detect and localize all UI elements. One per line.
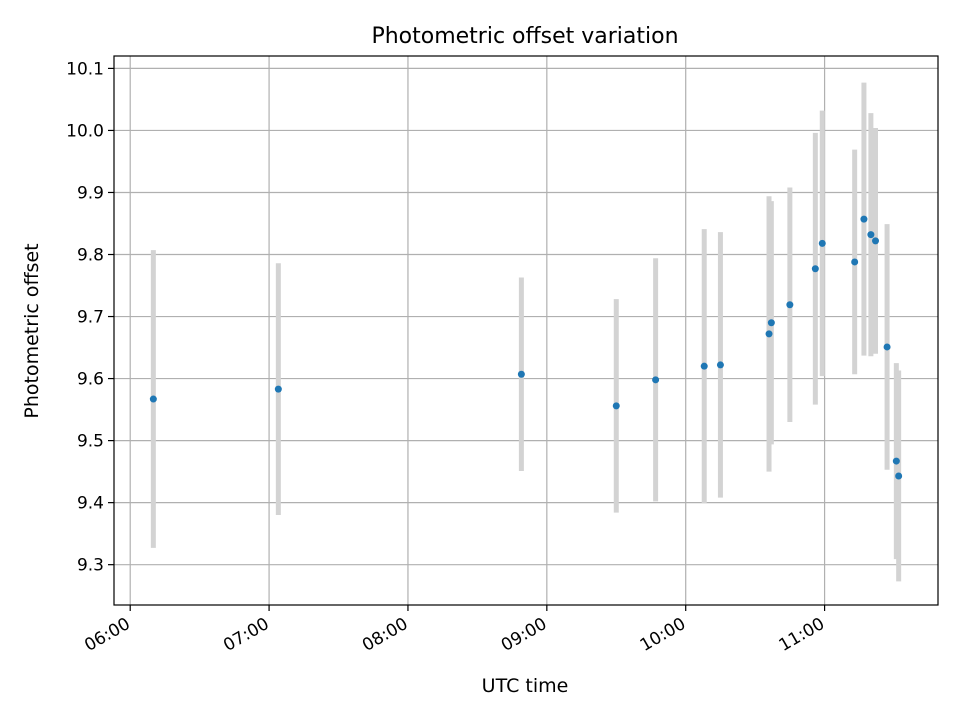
y-tick-label: 9.4 [77, 494, 104, 514]
point-layer [149, 215, 903, 480]
y-tick-label: 10.1 [66, 59, 104, 79]
x-axis-title: UTC time [482, 675, 569, 697]
data-point [517, 370, 525, 378]
x-tick-label: 06:00 [81, 614, 133, 656]
plot-frame [113, 55, 939, 606]
errorbar-layer [150, 82, 902, 582]
data-point [765, 330, 773, 338]
x-tick-label: 08:00 [359, 614, 411, 656]
axis-layer: 06:00 07:00 08:00 09:00 10:00 11:00 9.3 9.4 9.5 9… [66, 59, 828, 655]
data-point [895, 472, 903, 480]
data-point [767, 319, 775, 327]
y-tick-label: 9.8 [77, 246, 104, 266]
data-point [274, 385, 282, 393]
y-axis-title: Photometric offset [21, 243, 43, 418]
data-point [786, 301, 794, 309]
data-point [860, 215, 868, 223]
data-point [872, 237, 880, 245]
y-tick-label: 9.9 [77, 183, 104, 203]
data-point [811, 265, 819, 273]
y-tick-label: 9.6 [77, 370, 104, 390]
x-tick-label: 09:00 [498, 614, 550, 656]
x-tick-label: 11:00 [776, 614, 828, 656]
data-point [851, 258, 859, 266]
x-tick-label: 07:00 [220, 614, 272, 656]
data-point [892, 457, 900, 465]
y-tick-label: 9.5 [77, 432, 104, 452]
y-tick-label: 10.0 [66, 121, 104, 141]
data-point [818, 239, 826, 247]
data-point [149, 395, 157, 403]
data-point [716, 361, 724, 369]
chart-title: Photometric offset variation [371, 24, 678, 49]
y-tick-label: 9.3 [77, 556, 104, 576]
y-tick-label: 9.7 [77, 308, 104, 328]
data-point [867, 231, 875, 239]
data-point [612, 402, 620, 410]
data-point [883, 343, 891, 351]
data-point [652, 376, 660, 384]
x-tick-label: 10:00 [637, 614, 689, 656]
data-point [700, 362, 708, 370]
